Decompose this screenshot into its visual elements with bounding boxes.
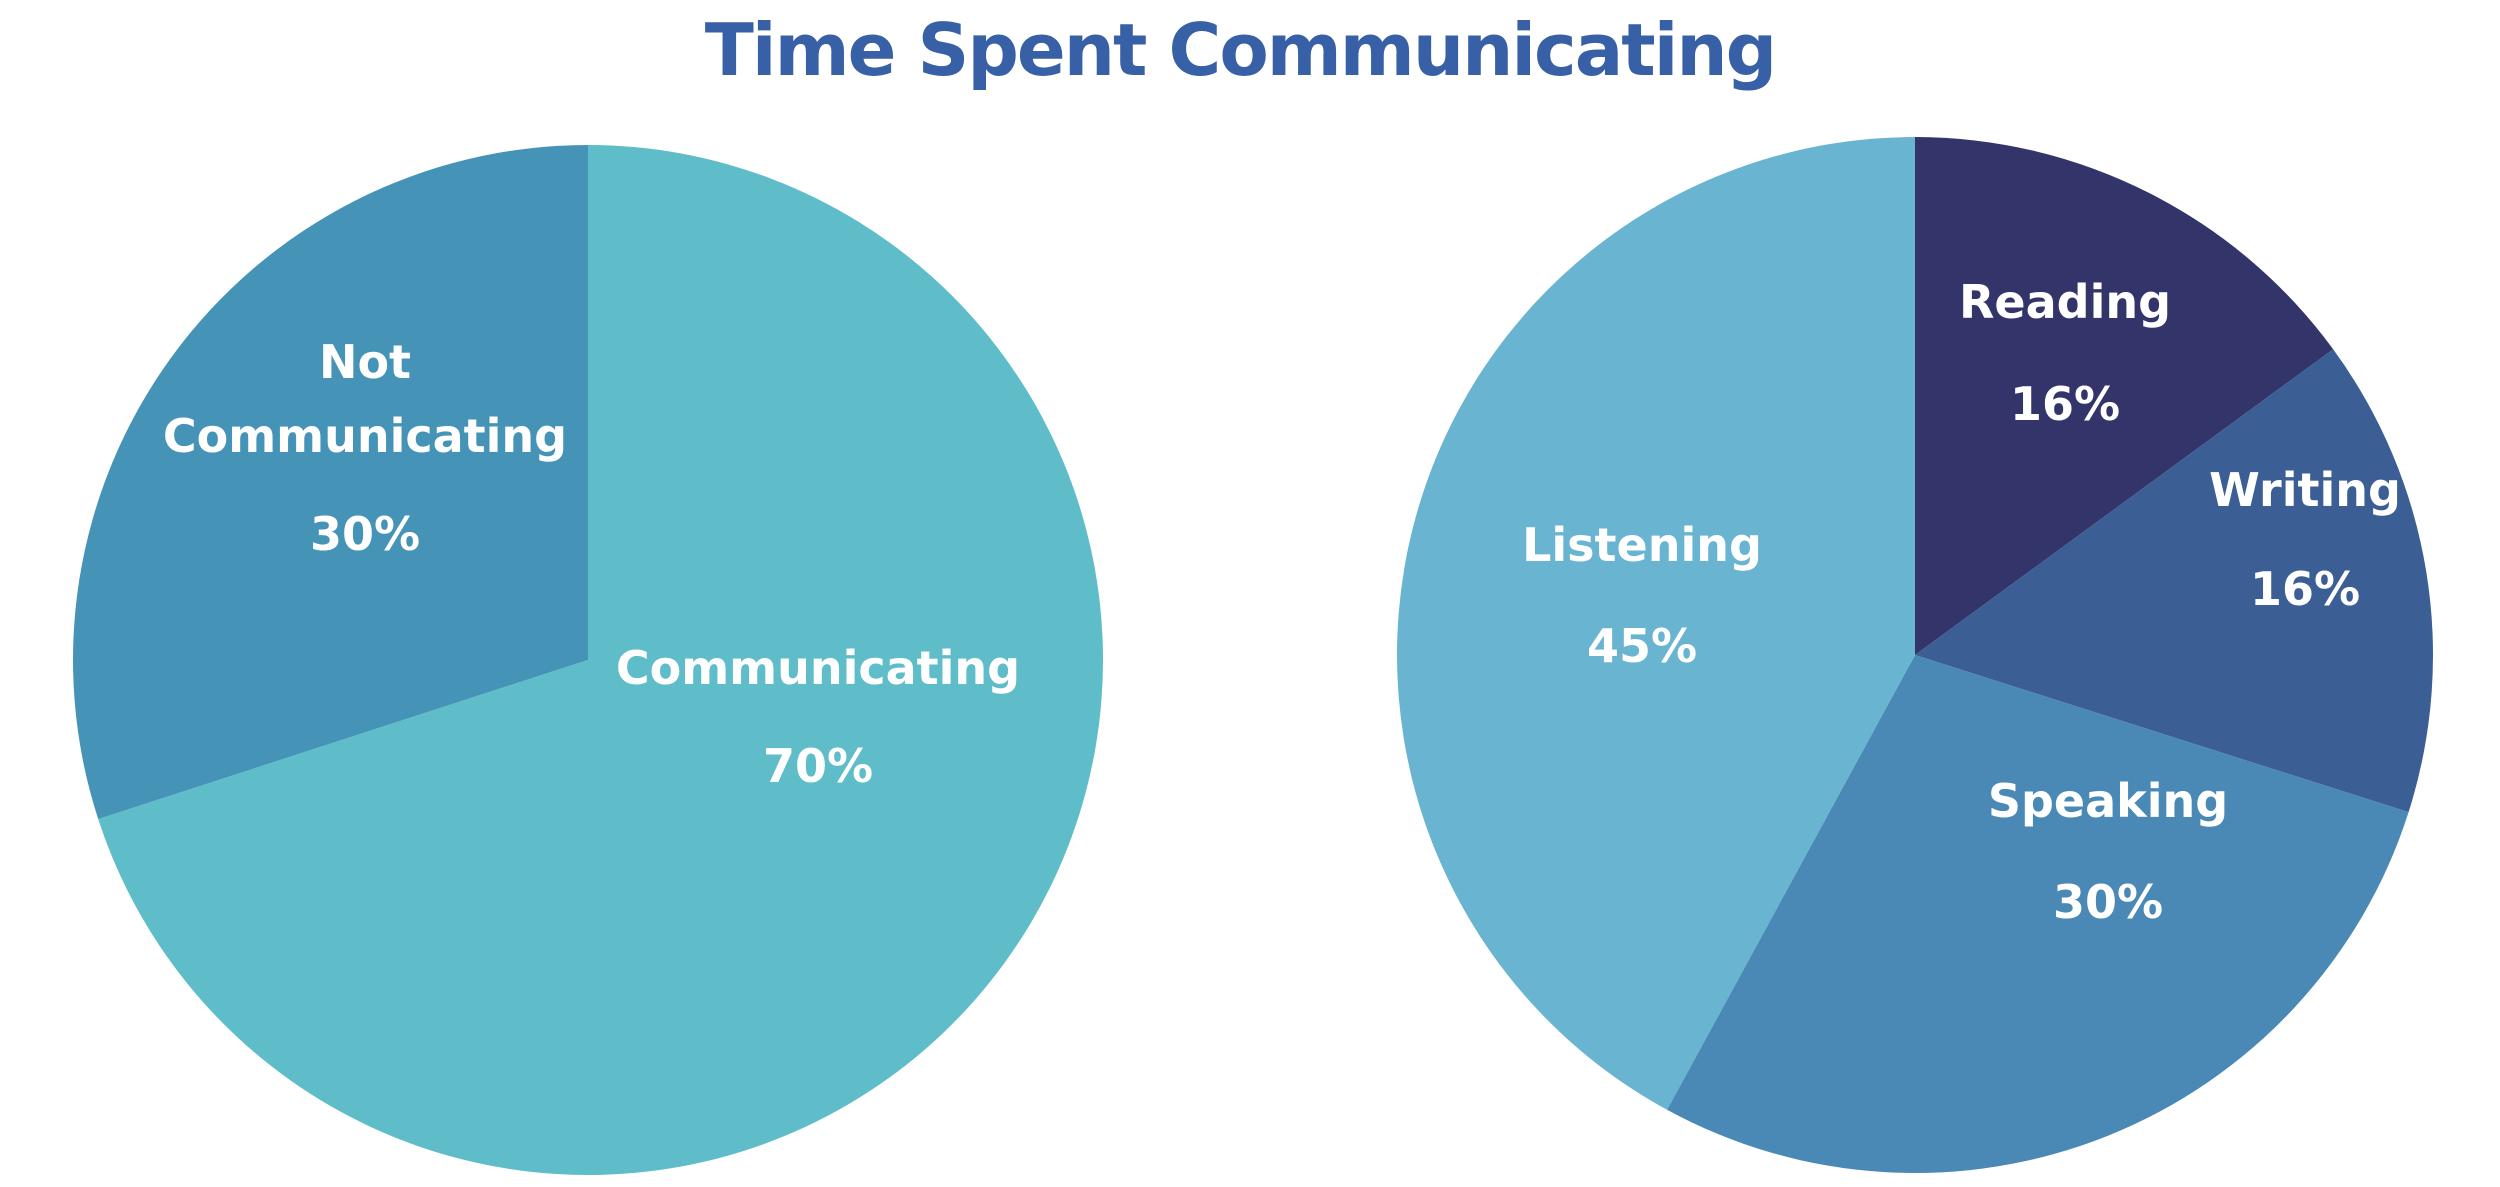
pie-chart-communicating: Not Communicating 30% Communicating 70% [73, 145, 1104, 1175]
slice-value-listening: 45% [1587, 619, 1697, 673]
slice-label-writing: Writing [2209, 463, 2401, 517]
slice-label-listening: Listening [1522, 518, 1762, 572]
slice-value-speaking: 30% [2053, 875, 2163, 929]
slice-label-communicating: Communicating [616, 641, 1020, 695]
pie-slice-communicating [98, 145, 1104, 1175]
slice-label-not-communicating: Not [319, 335, 411, 389]
slice-label-speaking: Speaking [1988, 774, 2228, 828]
slice-value-not-communicating: 30% [310, 507, 420, 561]
slice-label-not-communicating: Communicating [163, 409, 567, 463]
slice-label-reading: Reading [1959, 275, 2171, 329]
slice-value-writing: 16% [2250, 562, 2360, 616]
pie-slice-speaking [1667, 655, 2409, 1173]
chart-title: Time Spent Communicating [704, 8, 1777, 92]
slice-value-communicating: 70% [763, 739, 873, 793]
pie-slice-reading [1915, 137, 2334, 655]
pie-slice-not-communicating [73, 145, 588, 820]
slice-value-reading: 16% [2010, 377, 2120, 431]
pie-slice-writing [1915, 349, 2434, 813]
pie-chart-breakdown: Reading 16% Writing 16% Speaking 30% Listening… [1397, 137, 2434, 1173]
pie-slice-listening [1397, 137, 1915, 1110]
